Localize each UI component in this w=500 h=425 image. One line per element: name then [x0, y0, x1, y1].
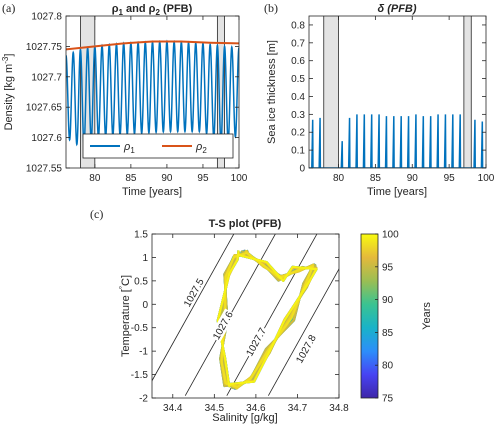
colorbar-tick-label: 80: [382, 361, 394, 372]
x-tick-label: 100: [231, 173, 248, 184]
colorbar-tick-label: 90: [382, 295, 394, 306]
colorbar: 75 80 85 90 95 100 Years: [360, 230, 433, 405]
isopycnal-label: 1027.5: [180, 275, 207, 310]
y-tick-label: 1027.6: [31, 133, 62, 144]
x-tick-label: 100: [478, 173, 495, 184]
x-tick-label: 80: [89, 173, 101, 184]
panel-a-title: ρ1 and ρ2 (PFB): [112, 3, 193, 17]
panel-b-axes-box: [308, 15, 487, 169]
colorbar-tick-label: 100: [382, 230, 399, 241]
isopycnal-label-bg: [209, 308, 236, 343]
panel-b: (b) δ (PFB) 80 85 90 95 100 0 0.1 0.2 0.3 0.4 0.5 0…: [264, 1, 495, 198]
isopycnal-label-bg: [180, 275, 207, 310]
y-tick-label: -2: [139, 394, 148, 405]
x-tick-label: 34.4: [163, 403, 183, 414]
x-tick-label: 90: [161, 173, 173, 184]
y-tick-label: 1027.75: [26, 42, 63, 53]
panel-a-ticks: 80 85 90 95 100 1027.55 1027.6 1027.65 1027.7 102…: [26, 12, 248, 185]
x-tick-label: 34.8: [329, 403, 349, 414]
isopycnal-line: [152, 234, 235, 382]
y-tick-label: -1.5: [131, 370, 149, 381]
ts-trajectory-loop: [219, 250, 317, 389]
panel-a-axes-box: [65, 15, 240, 169]
x-tick-label: 85: [125, 173, 137, 184]
ts-trajectory-loop: [219, 251, 314, 388]
ts-trajectory-loop: [220, 251, 314, 388]
shaded-span: [463, 16, 472, 168]
shaded-span: [217, 16, 225, 168]
y-tick-label: 0.5: [291, 74, 305, 85]
y-tick-label: -0.5: [131, 323, 149, 334]
shaded-span: [323, 16, 339, 168]
y-tick-label: 0: [299, 164, 305, 175]
isopycnal-label: 1027.8: [292, 331, 319, 366]
panel-a-shaded-spans: [80, 16, 225, 168]
panel-b-title: δ (PFB): [377, 3, 416, 15]
isopycnal-label-bg: [292, 331, 319, 366]
x-tick-label: 34.6: [246, 403, 266, 414]
isopycnal-line: [268, 268, 339, 396]
legend-rho1-label: ρ1: [123, 141, 135, 155]
y-tick-label: 0.2: [291, 128, 305, 139]
panel-c-ticks: 34.4 34.5 34.6 34.7 34.8 -2 -1.5 -1 -0.5 0 0.5 1 1.5: [131, 230, 349, 415]
colorbar-gradient: [360, 233, 379, 399]
y-tick-label: 1027.65: [26, 103, 63, 114]
panel-c-ylabel: Temperature [°C]: [118, 275, 132, 357]
panel-b-ylabel: Sea ice thickness [m]: [266, 40, 278, 144]
x-tick-label: 95: [444, 173, 456, 184]
panel-a-legend: ρ1 ρ2: [82, 133, 234, 159]
y-tick-label: 1027.7: [31, 72, 62, 83]
y-tick-label: 1.5: [134, 230, 148, 241]
y-tick-label: 0.7: [291, 38, 305, 49]
y-tick-label: 0.8: [291, 20, 305, 31]
colorbar-label: Years: [421, 302, 433, 330]
sea-ice-series-line: [309, 114, 486, 168]
y-tick-label: 0.3: [291, 110, 305, 121]
panel-b-ticks: 80 85 90 95 100 0 0.1 0.2 0.3 0.4 0.5 0.6 0.7 0.8: [291, 16, 495, 184]
panel-b-shaded-spans: [323, 16, 472, 168]
panel-a-label: (a): [2, 1, 15, 15]
y-tick-label: 0.1: [291, 146, 305, 157]
panel-a-ylabel: Density [kg m-3]: [1, 54, 15, 131]
y-tick-label: 1: [142, 253, 148, 264]
panel-b-label: (b): [264, 1, 278, 15]
panel-c-xlabel: Salinity [g/kg]: [212, 412, 277, 424]
x-tick-label: 95: [197, 173, 209, 184]
isopycnal-label-bg: [242, 324, 269, 359]
y-tick-label: 0.5: [134, 276, 148, 287]
x-tick-label: 34.5: [205, 403, 225, 414]
panel-c-label: (c): [90, 207, 103, 221]
y-tick-label: 0.4: [291, 92, 305, 103]
ts-trajectory: [216, 249, 318, 390]
panel-c-axes-box: [151, 233, 340, 399]
x-tick-label: 90: [407, 173, 419, 184]
colorbar-tick-label: 75: [382, 394, 394, 405]
x-tick-label: 80: [333, 173, 345, 184]
ts-trajectory-loop: [216, 250, 318, 388]
panel-b-xlabel: Time [years]: [367, 186, 427, 198]
colorbar-ticks: 75 80 85 90 95 100: [375, 230, 399, 405]
y-tick-label: 0: [142, 300, 148, 311]
panel-a-xlabel: Time [years]: [122, 186, 182, 198]
ts-trajectory-loop: [218, 250, 317, 389]
x-tick-label: 34.7: [288, 403, 308, 414]
panel-a: (a) ρ1 and ρ2 (PFB) 80 85 90 95 100 1027.55 10…: [1, 1, 248, 198]
colorbar-tick-label: 95: [382, 262, 394, 273]
isopycnal-label-text: 1027.8: [294, 333, 319, 365]
y-tick-label: -1: [139, 347, 148, 358]
x-tick-label: 85: [370, 173, 382, 184]
ts-trajectory-loop: [220, 249, 315, 390]
rho2-series-line: [66, 40, 239, 51]
y-tick-label: 1027.8: [31, 12, 62, 23]
isopycnal-label: 1027.6: [209, 308, 236, 343]
y-tick-label: 0.6: [291, 56, 305, 67]
legend-rho2-label: ρ2: [195, 141, 207, 155]
isopycnal-line: [226, 234, 318, 396]
colorbar-tick-label: 85: [382, 328, 394, 339]
panel-c-title: T-S plot (PFB): [209, 218, 282, 230]
y-tick-label: 1027.55: [26, 164, 63, 175]
